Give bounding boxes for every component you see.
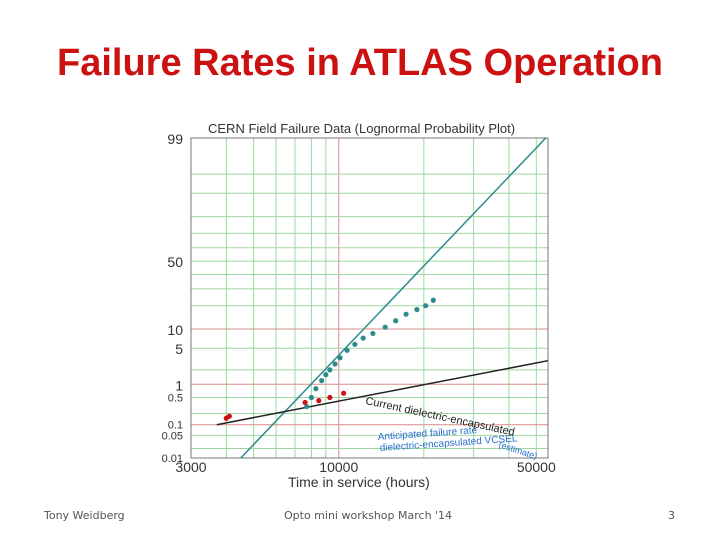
y-tick-label: 0.01	[162, 453, 183, 465]
data-point	[226, 413, 232, 419]
y-tick-label: 99	[167, 131, 183, 147]
plot-frame	[190, 137, 549, 459]
data-point	[423, 303, 429, 309]
data-point	[308, 394, 314, 401]
y-tick-label: 0.05	[162, 430, 183, 442]
data-point	[327, 394, 333, 401]
data-point	[393, 318, 399, 324]
data-point	[344, 347, 350, 353]
data-point	[313, 386, 319, 392]
footer-page-number: 3	[668, 509, 675, 522]
data-point	[316, 398, 322, 404]
y-tick-label: 5	[175, 341, 183, 357]
data-point	[302, 399, 308, 406]
fit-line	[216, 359, 549, 426]
data-point	[403, 311, 409, 317]
footer-event: Opto mini workshop March '14	[284, 509, 453, 522]
y-tick-label: 50	[167, 254, 183, 270]
slide-title: Failure Rates in ATLAS Operation	[57, 42, 663, 84]
x-tick-label: 50000	[517, 459, 556, 475]
x-axis-label: Time in service (hours)	[288, 474, 430, 490]
data-point	[360, 335, 366, 341]
fit-line	[240, 137, 547, 459]
data-point	[414, 306, 420, 313]
y-tick-label: 0.1	[168, 420, 183, 432]
data-point	[337, 355, 343, 361]
fit-lines-layer	[216, 137, 549, 459]
data-point	[430, 297, 436, 303]
footer-author: Tony Weidberg	[44, 509, 125, 522]
y-tick-label: 10	[167, 322, 183, 338]
y-tick-label: 1	[175, 377, 183, 393]
data-point	[323, 372, 329, 378]
x-tick-label: 3000	[175, 459, 206, 475]
data-point	[382, 324, 388, 330]
data-point	[370, 330, 376, 337]
data-points-layer	[223, 297, 436, 421]
data-point	[340, 390, 347, 396]
data-point	[352, 341, 358, 347]
data-point	[332, 361, 338, 367]
x-tick-label: 10000	[319, 459, 358, 475]
data-point	[327, 367, 333, 373]
annotations-layer: Current dielectric-encapsulatedAnticipat…	[364, 395, 538, 461]
grid-layer	[190, 137, 548, 459]
y-tick-label: 0.5	[168, 392, 183, 404]
data-point	[319, 378, 325, 384]
chart-title: CERN Field Failure Data (Lognormal Proba…	[208, 121, 515, 136]
data-point	[304, 403, 310, 410]
